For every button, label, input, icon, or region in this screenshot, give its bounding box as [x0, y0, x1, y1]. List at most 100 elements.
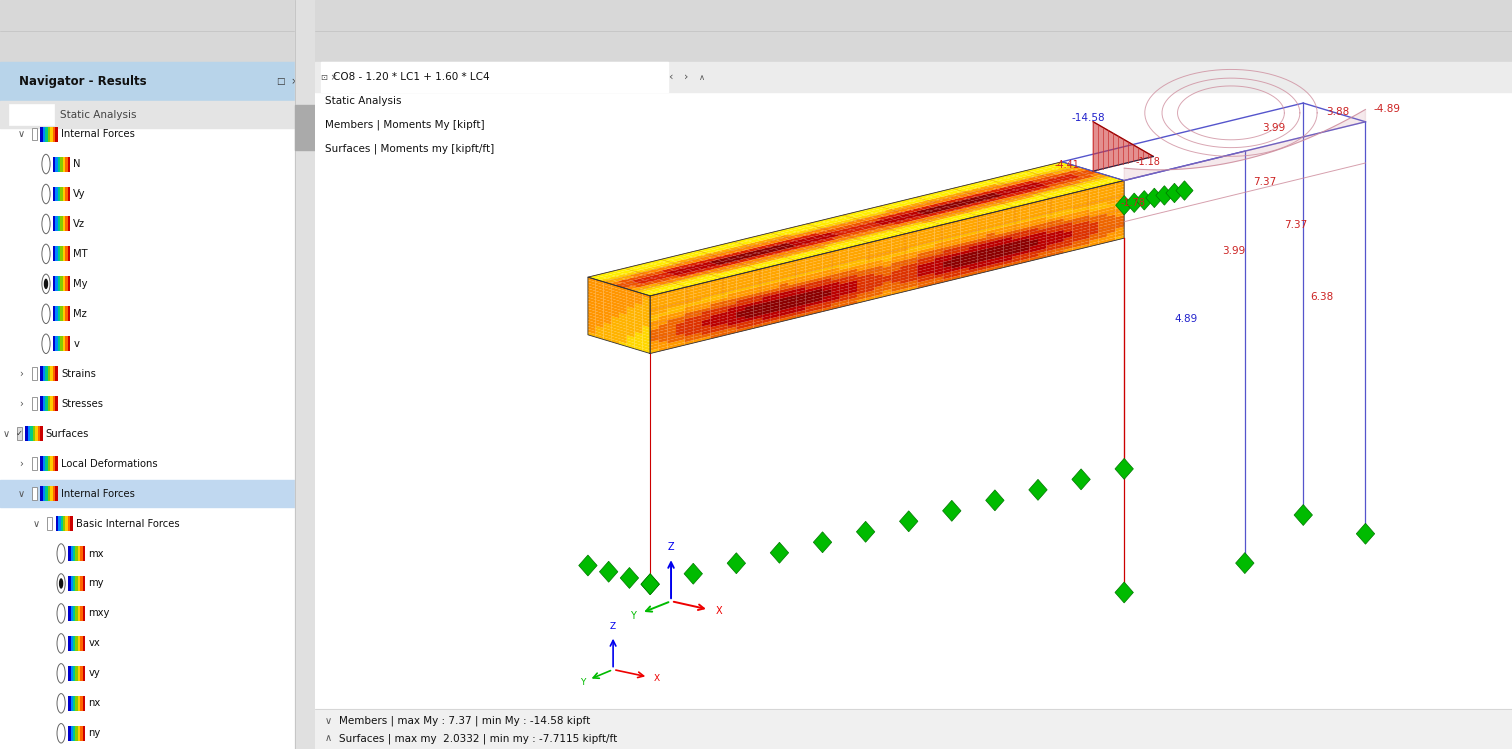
Polygon shape: [995, 216, 1004, 221]
Polygon shape: [717, 258, 732, 261]
Polygon shape: [643, 322, 650, 327]
Polygon shape: [954, 198, 968, 201]
Polygon shape: [717, 272, 732, 276]
Polygon shape: [1031, 178, 1045, 182]
Polygon shape: [918, 266, 925, 271]
Polygon shape: [685, 288, 692, 293]
Polygon shape: [888, 210, 901, 214]
Bar: [314, 62, 1512, 92]
Polygon shape: [723, 273, 736, 277]
Polygon shape: [611, 333, 618, 339]
Polygon shape: [1004, 254, 1012, 259]
Polygon shape: [1116, 207, 1123, 211]
Polygon shape: [588, 294, 596, 300]
Polygon shape: [1012, 208, 1021, 213]
Bar: [76, 636, 79, 651]
Polygon shape: [641, 267, 655, 271]
Polygon shape: [909, 257, 918, 262]
Polygon shape: [588, 324, 596, 329]
Polygon shape: [753, 306, 762, 311]
Polygon shape: [981, 210, 995, 214]
Polygon shape: [942, 500, 962, 521]
Polygon shape: [637, 266, 650, 270]
Polygon shape: [797, 293, 806, 297]
Polygon shape: [986, 221, 995, 225]
Polygon shape: [676, 336, 685, 342]
Polygon shape: [995, 210, 1004, 215]
Polygon shape: [992, 199, 1005, 203]
Polygon shape: [960, 224, 969, 229]
Polygon shape: [618, 292, 627, 297]
Polygon shape: [1042, 195, 1055, 199]
Polygon shape: [1114, 458, 1134, 479]
Polygon shape: [1058, 178, 1072, 181]
Polygon shape: [733, 262, 747, 266]
Polygon shape: [1093, 122, 1154, 171]
Polygon shape: [1072, 217, 1081, 222]
Text: -1.18: -1.18: [1136, 157, 1160, 166]
Polygon shape: [953, 255, 960, 260]
Polygon shape: [912, 227, 925, 231]
Polygon shape: [780, 285, 788, 291]
Polygon shape: [631, 264, 644, 268]
Polygon shape: [668, 267, 683, 270]
Bar: [73, 636, 76, 651]
Polygon shape: [883, 283, 892, 288]
Polygon shape: [1055, 210, 1064, 214]
Polygon shape: [800, 240, 813, 244]
Polygon shape: [736, 307, 745, 312]
Polygon shape: [686, 276, 700, 280]
Polygon shape: [900, 259, 909, 264]
Polygon shape: [906, 220, 919, 224]
Polygon shape: [588, 329, 596, 334]
Polygon shape: [618, 315, 627, 321]
Bar: [68, 666, 71, 681]
Bar: [32, 398, 38, 410]
Polygon shape: [588, 309, 596, 314]
Polygon shape: [930, 195, 943, 198]
Polygon shape: [1055, 247, 1064, 252]
Polygon shape: [603, 305, 611, 310]
Polygon shape: [615, 274, 629, 278]
Polygon shape: [806, 242, 820, 246]
Polygon shape: [813, 268, 823, 273]
Polygon shape: [995, 219, 1004, 223]
Bar: [68, 336, 70, 351]
Polygon shape: [933, 205, 947, 209]
Polygon shape: [1166, 184, 1182, 203]
Bar: [71, 606, 73, 621]
Polygon shape: [900, 239, 909, 243]
Polygon shape: [1098, 202, 1107, 207]
Polygon shape: [863, 222, 877, 225]
Polygon shape: [635, 317, 643, 322]
Polygon shape: [1090, 227, 1098, 232]
Text: Strains: Strains: [60, 369, 95, 379]
Polygon shape: [969, 239, 978, 244]
Polygon shape: [635, 303, 643, 308]
Polygon shape: [922, 216, 936, 220]
Polygon shape: [930, 223, 943, 227]
Polygon shape: [943, 231, 953, 236]
Polygon shape: [788, 283, 797, 288]
Polygon shape: [1095, 175, 1108, 178]
Polygon shape: [745, 257, 759, 260]
Polygon shape: [641, 574, 659, 595]
Polygon shape: [603, 336, 611, 342]
Polygon shape: [925, 198, 939, 202]
Polygon shape: [588, 291, 596, 297]
Polygon shape: [677, 279, 691, 282]
Polygon shape: [771, 285, 780, 290]
Polygon shape: [883, 266, 892, 271]
Polygon shape: [1005, 199, 1019, 202]
Polygon shape: [969, 248, 978, 253]
Polygon shape: [759, 256, 773, 260]
Polygon shape: [986, 490, 1004, 511]
Polygon shape: [1107, 203, 1116, 207]
Bar: [33, 426, 35, 441]
Polygon shape: [727, 306, 736, 312]
Polygon shape: [762, 267, 771, 271]
Bar: [68, 246, 70, 261]
Polygon shape: [1066, 170, 1080, 174]
Polygon shape: [953, 240, 960, 246]
Polygon shape: [702, 284, 711, 289]
